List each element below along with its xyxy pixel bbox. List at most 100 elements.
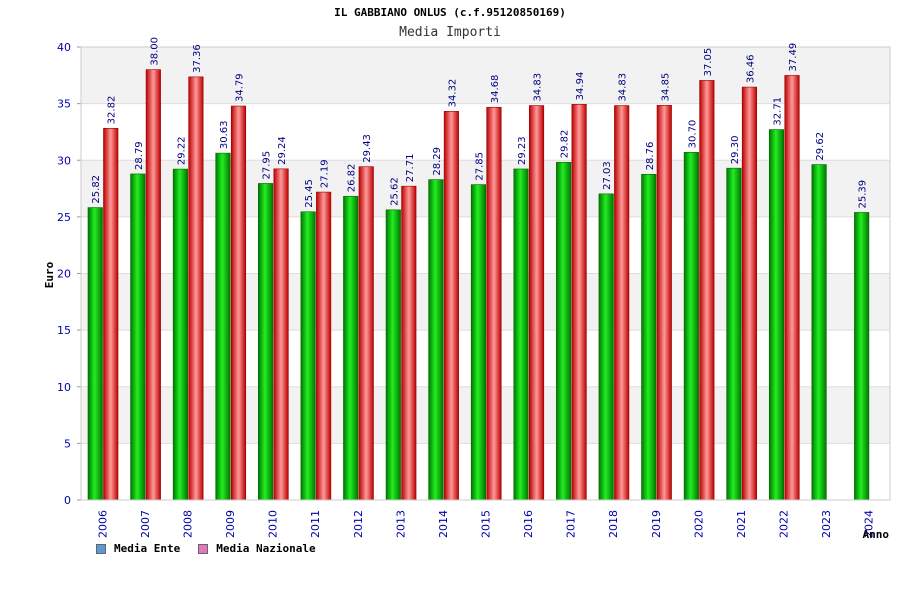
bars (87, 69, 870, 501)
data-label: 37.49 (788, 43, 799, 72)
x-axis-title: Anno (863, 528, 890, 541)
bar-media-ente-2011 (300, 211, 316, 501)
x-tick-label: 2024 (863, 510, 876, 538)
bar-media-nazionale-2009 (230, 105, 247, 501)
x-tick-label: 2010 (267, 510, 280, 538)
legend: Media Ente Media Nazionale (96, 542, 334, 555)
bar-media-nazionale-2020 (699, 80, 715, 501)
x-tick-label: 2018 (607, 510, 620, 538)
data-label: 29.24 (277, 136, 288, 165)
bar-media-nazionale-2014 (443, 111, 459, 501)
plot-border (80, 46, 891, 501)
data-label: 32.82 (107, 96, 118, 125)
y-tick-label: 15 (57, 324, 71, 337)
legend-label-media-ente: Media Ente (114, 542, 181, 555)
legend-item-media-ente: Media Ente (96, 542, 180, 555)
data-label: 28.29 (432, 147, 443, 176)
chart-subtitle: Media Importi (399, 25, 501, 40)
data-label: 29.62 (815, 132, 826, 161)
bar-media-ente-2012 (343, 195, 359, 501)
data-label: 27.19 (320, 159, 331, 188)
legend-swatch-media-nazionale (198, 543, 209, 554)
bar-media-ente-2006 (87, 207, 103, 501)
data-label: 30.63 (219, 120, 230, 149)
bar-media-nazionale-2019 (656, 105, 672, 501)
bar-media-nazionale-2017 (571, 104, 587, 501)
data-label: 38.00 (149, 37, 160, 66)
data-label: 25.39 (858, 180, 869, 209)
chart-title: IL GABBIANO ONLUS (c.f.95120850169) (334, 6, 566, 19)
bar-media-nazionale-2015 (486, 106, 502, 501)
data-label: 25.62 (389, 177, 400, 206)
bar-media-ente-2016 (513, 168, 529, 501)
x-tick-label: 2022 (778, 510, 791, 538)
y-tick-label: 20 (57, 268, 71, 281)
x-tick-label: 2023 (820, 510, 833, 538)
x-tick-label: 2009 (224, 510, 237, 538)
labels: 0 5 10 15 20 25 30 35 40 25.82 32.82 2006 28.79 38.00… (43, 37, 889, 541)
data-label: 27.71 (405, 154, 416, 183)
data-label: 28.79 (134, 141, 145, 170)
data-label: 29.43 (362, 134, 373, 163)
data-label: 25.45 (304, 179, 315, 208)
data-label: 34.94 (575, 72, 586, 101)
y-tick-label: 10 (57, 381, 71, 394)
bar-media-ente-2010 (258, 183, 274, 501)
data-label: 27.95 (262, 151, 273, 180)
x-tick-label: 2020 (692, 510, 705, 538)
data-label: 27.85 (474, 152, 485, 181)
bar-media-nazionale-2010 (273, 168, 289, 501)
data-label: 37.05 (703, 48, 714, 77)
bar-media-ente-2020 (683, 152, 699, 501)
bar-media-nazionale-2008 (188, 76, 204, 501)
x-tick-label: 2006 (96, 510, 109, 538)
data-label: 29.22 (176, 136, 187, 165)
axes (77, 46, 891, 501)
bar-media-ente-2014 (428, 179, 444, 501)
data-label: 34.68 (490, 75, 501, 104)
x-tick-label: 2014 (437, 510, 450, 538)
bar-media-nazionale-2018 (614, 105, 630, 501)
x-tick-label: 2008 (181, 510, 194, 538)
legend-item-media-nazionale: Media Nazionale (198, 542, 316, 555)
bar-media-ente-2021 (726, 167, 742, 501)
bar-media-ente-2019 (641, 173, 657, 501)
bar-media-ente-2024 (854, 212, 870, 501)
data-label: 36.46 (745, 54, 756, 83)
data-label: 29.23 (517, 136, 528, 165)
data-label: 29.82 (560, 130, 571, 159)
data-label: 34.83 (618, 73, 629, 102)
x-tick-label: 2016 (522, 510, 535, 538)
bar-media-nazionale-2006 (103, 128, 119, 501)
x-tick-label: 2015 (480, 510, 493, 538)
y-tick-label: 5 (64, 437, 71, 450)
bar-media-ente-2018 (598, 193, 614, 501)
x-tick-label: 2017 (565, 510, 578, 538)
bar-media-ente-2007 (130, 173, 146, 501)
bar-media-nazionale-2007 (145, 69, 161, 501)
bar-media-nazionale-2021 (741, 86, 757, 501)
bar-media-nazionale-2013 (401, 185, 417, 501)
x-tick-label: 2007 (139, 510, 152, 538)
x-tick-label: 2011 (309, 510, 322, 538)
data-label: 37.36 (192, 44, 203, 73)
bar-media-nazionale-2016 (528, 105, 545, 501)
bar-media-ente-2023 (811, 164, 827, 501)
x-tick-label: 2013 (394, 510, 407, 538)
data-label: 32.71 (773, 97, 784, 126)
data-label: 29.30 (730, 136, 741, 165)
data-label: 34.83 (533, 73, 544, 102)
x-tick-label: 2012 (352, 510, 365, 538)
data-label: 34.32 (447, 79, 458, 108)
x-tick-label: 2019 (650, 510, 663, 538)
y-tick-label: 30 (57, 154, 71, 167)
y-tick-label: 35 (57, 98, 71, 111)
bar-media-ente-2013 (385, 209, 401, 501)
y-tick-label: 25 (57, 211, 71, 224)
bar-media-ente-2017 (556, 161, 572, 501)
bar-media-nazionale-2012 (358, 166, 374, 501)
y-tick-label: 0 (64, 494, 71, 507)
bar-media-ente-2015 (470, 184, 487, 501)
x-tick-label: 2021 (735, 510, 748, 538)
